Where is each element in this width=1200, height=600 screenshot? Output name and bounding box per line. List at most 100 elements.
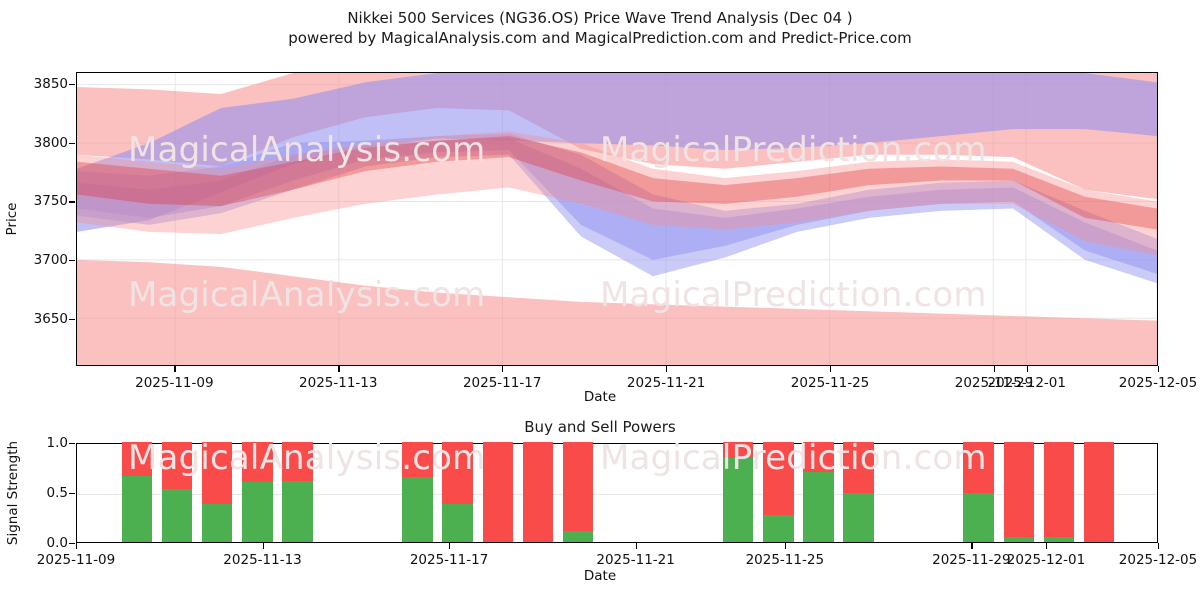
price-plot-inner — [77, 73, 1157, 365]
signal-bar[interactable] — [562, 442, 594, 542]
price-x-tick-label: 2025-11-13 — [299, 375, 378, 391]
sell-power-segment — [282, 442, 313, 481]
buy-power-segment — [1043, 537, 1075, 542]
signal-y-tick-mark — [69, 543, 75, 545]
signal-x-tick-mark — [1046, 543, 1048, 549]
signal-y-axis: 0.0 0.5 1.0 — [0, 435, 68, 551]
price-y-tick-mark — [69, 142, 75, 144]
price-x-tick-label: 2025-11-17 — [462, 375, 542, 391]
signal-bar[interactable] — [282, 442, 313, 542]
signal-bar[interactable] — [1083, 442, 1115, 542]
buy-power-segment — [562, 531, 594, 542]
signal-chart-title: Buy and Sell Powers — [524, 418, 676, 436]
signal-x-tick-mark — [635, 543, 637, 549]
signal-x-tick-label: 2025-11-13 — [223, 552, 302, 568]
buy-power-segment — [763, 515, 794, 542]
price-x-tick-label: 2025-11-25 — [790, 375, 870, 391]
signal-x-tick-label: 2025-11-21 — [596, 552, 675, 568]
price-band-bull-mid-band — [77, 133, 1157, 284]
price-x-tick-label: 2025-11-29 — [954, 375, 1034, 391]
signal-bar[interactable] — [963, 442, 994, 542]
buy-power-segment — [1003, 537, 1034, 542]
buy-power-segment — [402, 477, 433, 542]
signal-y-axis-label: Signal Strength — [5, 440, 21, 546]
price-band-bear-inner-band — [77, 136, 1157, 230]
signal-gridline — [77, 494, 1157, 495]
signal-x-tick-mark — [1158, 543, 1160, 549]
signal-x-axis-label: Date — [583, 568, 617, 584]
price-bands-svg — [77, 73, 1157, 365]
sell-power-segment — [242, 442, 273, 482]
price-x-tick-mark — [830, 366, 832, 372]
signal-y-tick-label: 0.5 — [46, 485, 68, 501]
buy-power-segment — [803, 472, 834, 542]
sell-power-segment — [402, 442, 433, 477]
signal-x-tick-mark — [971, 543, 973, 549]
price-y-tick-label: 3700 — [33, 252, 68, 269]
price-y-tick-label: 3750 — [33, 193, 68, 210]
signal-bar[interactable] — [402, 442, 433, 542]
signal-bar[interactable] — [442, 442, 473, 542]
price-band-bull-inner-band — [77, 138, 1157, 274]
signal-x-tick-label: 2025-11-17 — [409, 552, 489, 568]
signal-y-tick-label: 0.0 — [46, 535, 68, 551]
sell-power-segment — [522, 442, 554, 542]
signal-y-tick-mark — [69, 493, 75, 495]
signal-bar[interactable] — [202, 442, 233, 542]
price-band-bear-lower-band — [77, 259, 1157, 365]
signal-x-tick-label: 2025-11-09 — [36, 552, 116, 568]
price-x-tick-label: 2025-11-21 — [626, 375, 706, 391]
price-y-axis: 3650 3700 3750 3800 3850 — [0, 72, 68, 366]
signal-bar[interactable] — [161, 442, 193, 542]
price-y-tick-mark — [69, 201, 75, 203]
sell-power-segment — [1003, 442, 1034, 537]
sell-power-segment — [763, 442, 794, 515]
sell-power-segment — [1043, 442, 1075, 537]
signal-bar[interactable] — [1043, 442, 1075, 542]
signal-bar[interactable] — [722, 442, 754, 542]
signal-bar[interactable] — [522, 442, 554, 542]
price-y-tick-mark — [69, 260, 75, 262]
buy-power-segment — [843, 493, 874, 542]
signal-x-tick-mark — [76, 543, 78, 549]
signal-x-tick-label: 2025-11-29 — [932, 552, 1011, 568]
sell-power-segment — [442, 442, 473, 504]
price-x-tick-label: 2025-12-01 — [987, 375, 1066, 391]
price-y-tick-label: 3800 — [33, 134, 68, 151]
price-x-tick-mark — [993, 366, 996, 372]
signal-x-tick-mark — [449, 543, 451, 549]
buy-power-segment — [442, 504, 473, 542]
signal-x-tick-label: 2025-12-01 — [1006, 552, 1086, 568]
buy-power-segment — [161, 489, 193, 542]
signal-y-tick-label: 1.0 — [46, 435, 68, 451]
buy-power-segment — [963, 493, 994, 542]
sell-power-segment — [202, 442, 233, 504]
signal-bar[interactable] — [843, 442, 874, 542]
buy-power-segment — [202, 504, 233, 542]
signal-bar[interactable] — [242, 442, 273, 542]
price-x-tick-mark — [666, 366, 668, 372]
buy-power-segment — [242, 482, 273, 542]
signal-bar[interactable] — [763, 442, 794, 542]
price-band-bull-outer-band — [77, 73, 1157, 232]
price-x-tick-label: 2025-12-05 — [1118, 375, 1198, 391]
sell-power-segment — [482, 442, 513, 542]
price-x-tick-label: 2025-11-09 — [135, 375, 214, 391]
price-y-tick-label: 3650 — [33, 310, 68, 327]
sell-power-segment — [843, 442, 874, 493]
price-y-tick-mark — [69, 83, 75, 86]
signal-bar[interactable] — [803, 442, 834, 542]
signal-x-tick-label: 2025-11-25 — [745, 552, 825, 568]
page-subtitle: powered by MagicalAnalysis.com and Magic… — [288, 29, 912, 47]
buy-power-segment — [722, 458, 754, 542]
title-block: Nikkei 500 Services (NG36.OS) Price Wave… — [0, 8, 1200, 48]
signal-bar[interactable] — [121, 442, 153, 542]
price-x-tick-mark — [1158, 366, 1160, 372]
signal-bar[interactable] — [1003, 442, 1034, 542]
price-band-bear-mid-band — [77, 131, 1157, 256]
price-y-tick-mark — [69, 318, 75, 321]
signal-bar[interactable] — [482, 442, 513, 542]
price-y-axis-label: Price — [4, 202, 20, 236]
price-x-tick-mark — [1026, 366, 1029, 372]
